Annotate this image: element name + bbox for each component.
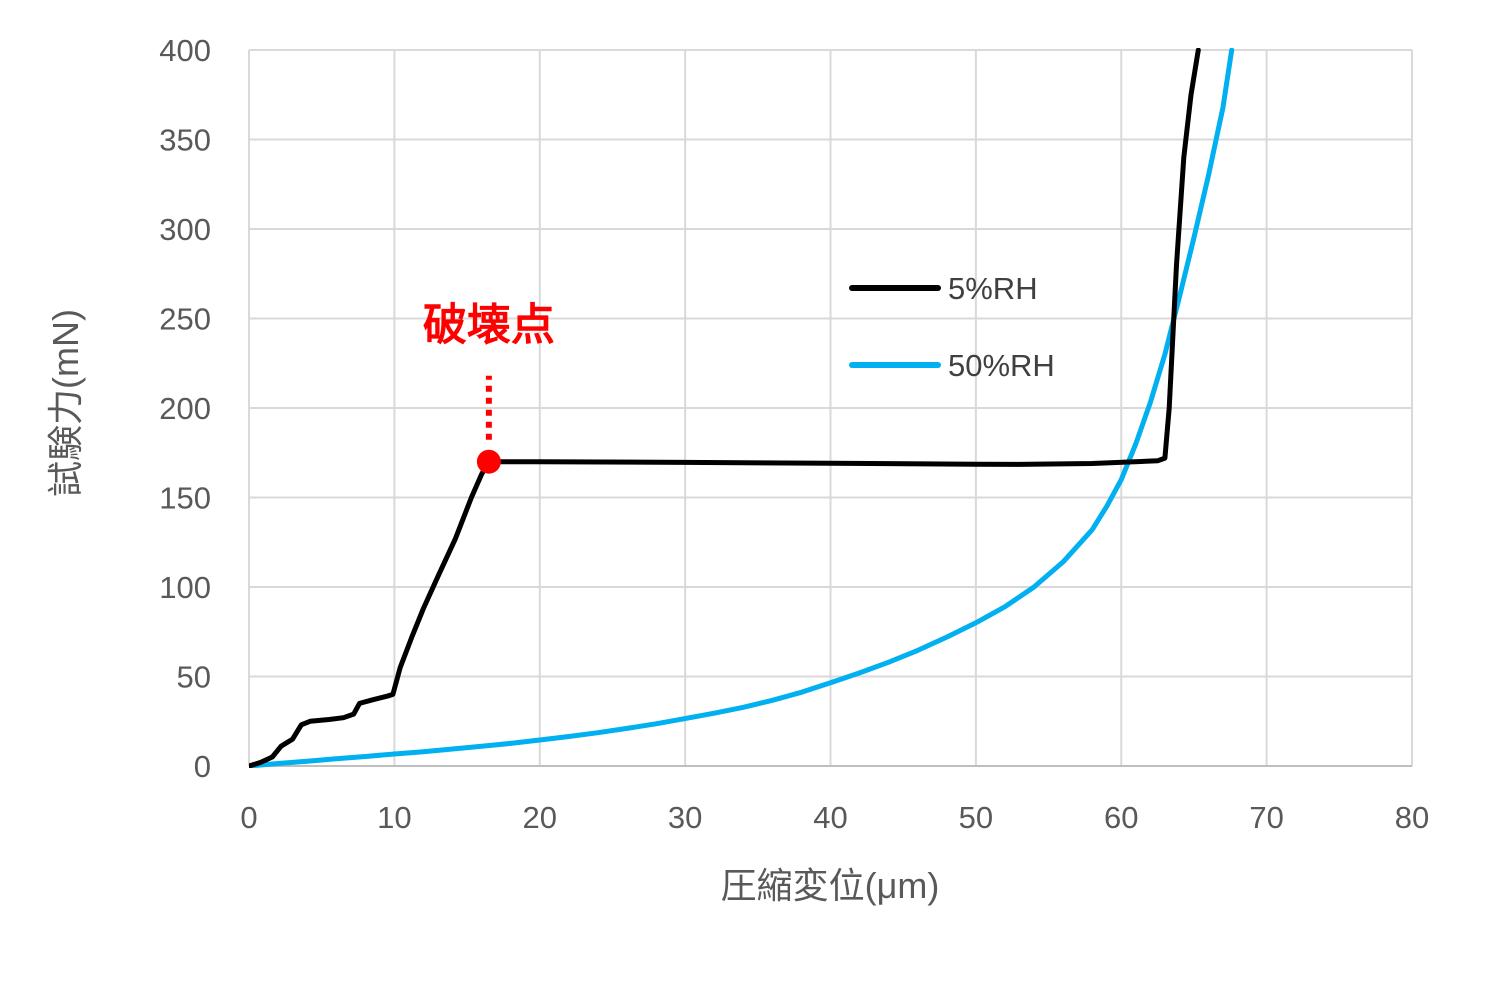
y-tick-label: 200: [159, 391, 211, 426]
axes: [248, 50, 1412, 767]
y-tick-label: 400: [159, 33, 211, 68]
x-tick-label: 40: [813, 800, 847, 835]
x-axis-title: 圧縮変位(μm): [721, 865, 940, 906]
gridlines: [248, 49, 1413, 767]
y-tick-label: 300: [159, 212, 211, 247]
legend-label: 50%RH: [948, 348, 1055, 383]
x-tick-label: 80: [1395, 800, 1429, 835]
y-tick-label: 50: [177, 660, 211, 695]
annotations: 破壊点: [423, 301, 555, 474]
series-lines: [249, 48, 1235, 768]
y-tick-label: 0: [194, 749, 211, 784]
y-tick-label: 100: [159, 570, 211, 605]
x-tick-label: 0: [240, 800, 257, 835]
y-tick-label: 250: [159, 302, 211, 337]
annotation-label: 破壊点: [423, 301, 555, 350]
x-tick-label: 30: [668, 800, 702, 835]
series-line-5%RH: [249, 48, 1201, 768]
x-tick-label: 50: [959, 800, 993, 835]
y-axis-title: 試験力(mN): [45, 309, 86, 497]
x-tick-label: 70: [1249, 800, 1283, 835]
annotation-marker: [476, 449, 501, 474]
x-tick-label: 20: [523, 800, 557, 835]
x-tick-label: 60: [1104, 800, 1138, 835]
legend: 5%RH 50%RH: [849, 271, 1055, 383]
x-tick-label: 10: [377, 800, 411, 835]
legend-label: 5%RH: [948, 271, 1038, 306]
y-tick-label: 150: [159, 481, 211, 516]
y-tick-label: 350: [159, 123, 211, 158]
series-line-50%RH: [249, 48, 1235, 768]
tick-labels: 0 10 20 30 40 50 60 70 80 0 50 100 150 200 250 300 350 40…: [159, 33, 1429, 835]
